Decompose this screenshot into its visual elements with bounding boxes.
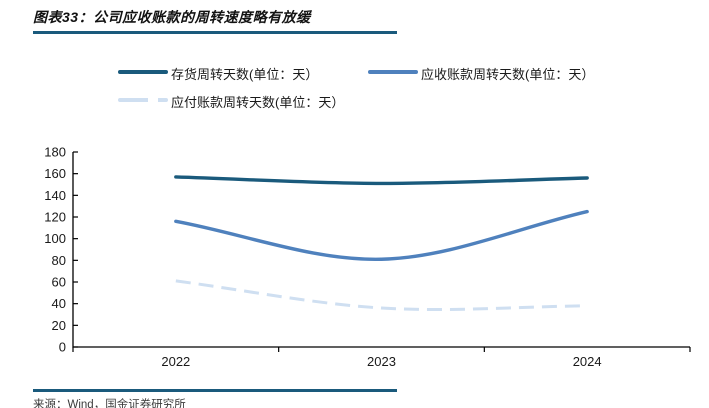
- legend-marker-payable-days: [118, 98, 168, 102]
- legend-marker-receivable-days: [368, 70, 418, 74]
- source-note: 来源：Wind，国金证券研究所: [33, 399, 186, 408]
- x-axis-category-label: 2023: [367, 354, 396, 369]
- legend-label-inventory-days: 存货周转天数(单位：天）: [171, 67, 319, 82]
- chart-title: 图表33：公司应收账款的周转速度略有放缓: [33, 9, 311, 25]
- series-line-0: [174, 175, 589, 186]
- y-axis-tick-label: 20: [52, 318, 66, 333]
- y-axis-tick-label: 180: [44, 145, 66, 160]
- y-axis-tick-label: 140: [44, 188, 66, 203]
- title-divider: [33, 31, 397, 34]
- legend-label-receivable-days: 应收账款周转天数(单位：天）: [421, 67, 595, 82]
- footer-divider: [33, 389, 397, 392]
- y-axis-tick-label: 160: [44, 166, 66, 181]
- legend-label-payable-days: 应付账款周转天数(单位：天）: [171, 95, 345, 110]
- axes: [72, 152, 690, 348]
- y-axis-tick-label: 60: [52, 275, 66, 290]
- series-line-2: [175, 279, 588, 312]
- y-axis-tick-label: 100: [44, 231, 66, 246]
- x-axis-category-label: 2022: [161, 354, 190, 369]
- y-axis-tick-label: 0: [59, 340, 66, 355]
- legend-marker-inventory-days: [118, 70, 168, 74]
- y-axis-tick-label: 120: [44, 210, 66, 225]
- x-axis-category-label: 2024: [573, 354, 602, 369]
- series-line-1: [174, 209, 589, 261]
- y-axis-tick-label: 40: [52, 296, 66, 311]
- y-axis-tick-label: 80: [52, 253, 66, 268]
